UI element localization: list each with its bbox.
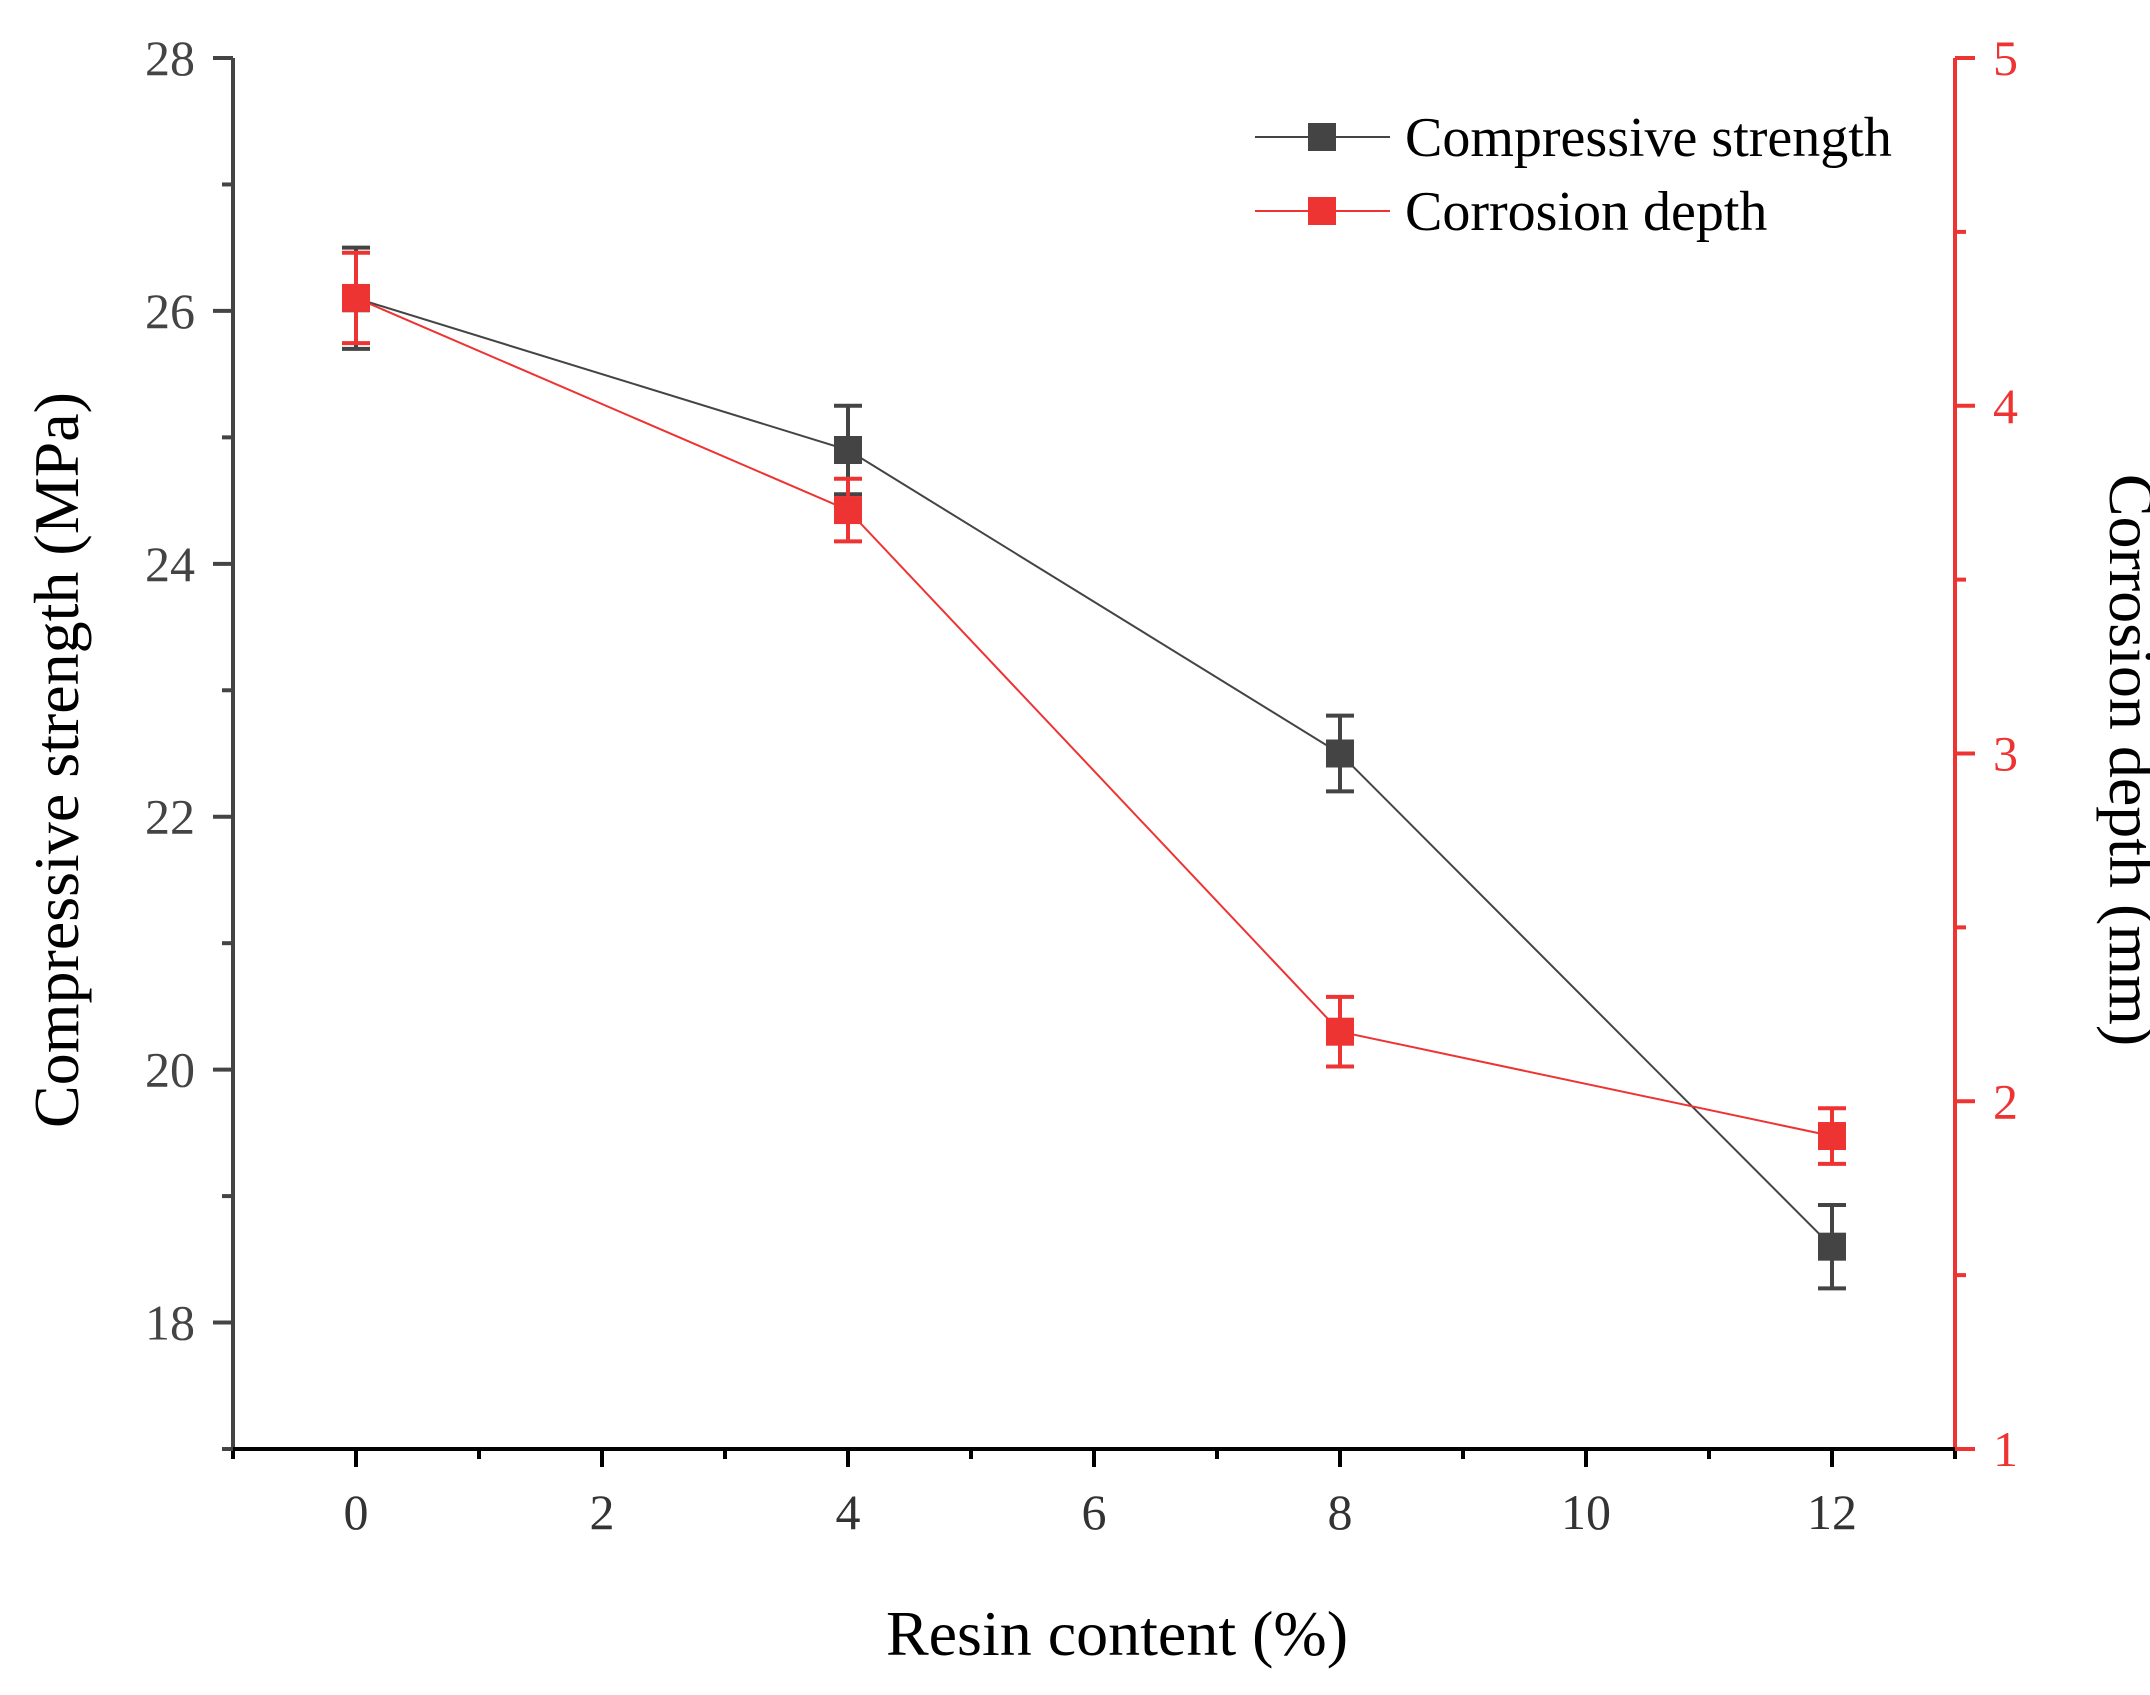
x-tick-label: 2 xyxy=(590,1484,615,1540)
data-point-marker xyxy=(1326,739,1354,768)
left-y-tick-label: 24 xyxy=(145,536,195,592)
x-tick-label: 12 xyxy=(1807,1484,1857,1540)
x-tick-label: 10 xyxy=(1561,1484,1611,1540)
right-y-tick-label: 5 xyxy=(1993,30,2018,86)
x-tick-label: 4 xyxy=(836,1484,861,1540)
series-line-1 xyxy=(355,297,1833,1138)
legend: Compressive strength Corrosion depth xyxy=(1255,107,1892,243)
right-y-tick-label: 3 xyxy=(1993,726,2018,782)
left-y-tick-label: 18 xyxy=(145,1295,195,1351)
legend-label: Compressive strength xyxy=(1405,107,1892,169)
left-y-tick-label: 22 xyxy=(145,789,195,845)
legend-marker xyxy=(1308,123,1336,151)
legend-marker xyxy=(1308,197,1336,225)
right-y-tick-label: 1 xyxy=(1993,1421,2018,1477)
left-y-tick-label: 28 xyxy=(145,30,195,86)
series-layer xyxy=(342,245,1846,1291)
axes xyxy=(231,58,1957,1451)
data-point-marker xyxy=(834,496,862,525)
right-y-axis-title: Corrosion depth (mm) xyxy=(2096,474,2150,1046)
data-point-marker xyxy=(1818,1122,1846,1151)
data-point-marker xyxy=(1326,1017,1354,1046)
right-y-tick-label: 4 xyxy=(1993,378,2018,434)
right-y-tick-label: 2 xyxy=(1993,1073,2018,1129)
x-tick-label: 0 xyxy=(344,1484,369,1540)
series-line-0 xyxy=(355,297,1833,1248)
data-point-marker xyxy=(342,283,370,312)
data-point-marker xyxy=(1818,1232,1846,1261)
legend-label: Corrosion depth xyxy=(1405,181,1767,243)
data-point-marker xyxy=(834,436,862,465)
x-axis-title: Resin content (%) xyxy=(886,1598,1348,1669)
left-y-tick-label: 20 xyxy=(145,1042,195,1098)
x-tick-label: 6 xyxy=(1082,1484,1107,1540)
x-tick-label: 8 xyxy=(1328,1484,1353,1540)
left-y-axis-title: Compressive strength (MPa) xyxy=(21,392,92,1128)
left-y-tick-label: 26 xyxy=(145,283,195,339)
